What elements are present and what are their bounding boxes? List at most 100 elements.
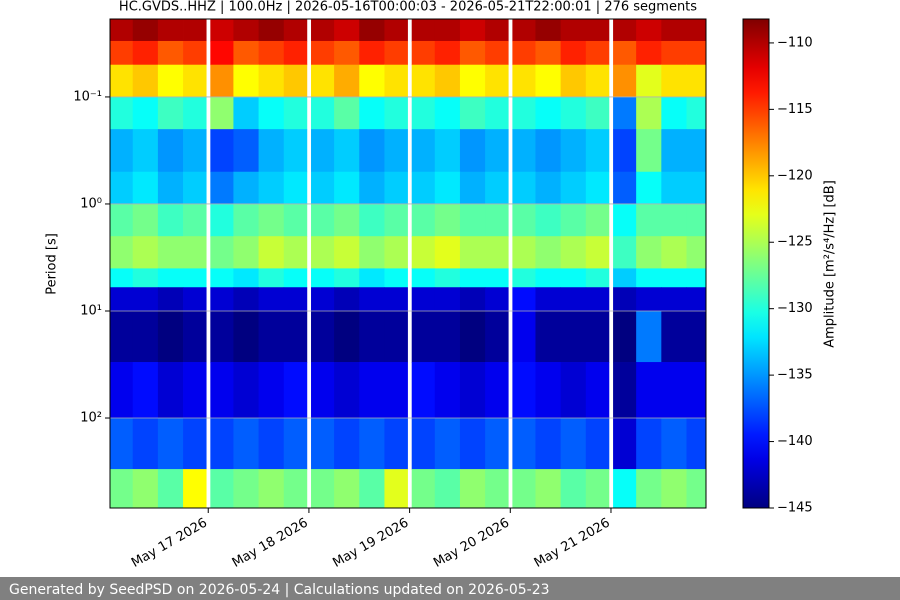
heatmap-cell (585, 310, 610, 363)
heatmap-cell (132, 129, 159, 173)
heatmap-cell (686, 203, 707, 237)
heatmap-cell (512, 236, 536, 269)
heatmap-cell (434, 469, 461, 509)
heatmap-cell (110, 40, 134, 66)
heatmap-cell (535, 19, 562, 42)
heatmap-cell (384, 19, 408, 42)
heatmap-cell (359, 310, 385, 363)
heatmap-cell (183, 418, 207, 470)
heatmap-cell (411, 129, 436, 173)
heatmap-cell (585, 362, 610, 419)
heatmap-cell (485, 203, 509, 237)
heatmap-cell (283, 469, 308, 509)
heatmap-cell (283, 418, 308, 470)
heatmap-cell (661, 287, 687, 312)
heatmap-cell (535, 40, 562, 66)
heatmap-cell (132, 203, 159, 237)
heatmap-cell (636, 287, 662, 312)
chart-title: HC.GVDS..HHZ | 100.0Hz | 2026-05-16T00:0… (119, 0, 697, 15)
heatmap-cell (110, 418, 134, 470)
heatmap-cell (613, 64, 637, 98)
heatmap-cell (233, 19, 259, 42)
heatmap-cell (485, 268, 509, 288)
heatmap-cell (585, 19, 610, 42)
heatmap-cell (359, 236, 385, 269)
heatmap-cell (613, 418, 637, 470)
heatmap-cell (560, 469, 587, 509)
heatmap-cell (110, 64, 134, 98)
heatmap-cell (233, 129, 259, 173)
heatmap-cell (183, 129, 207, 173)
heatmap-cell (512, 310, 536, 363)
heatmap-cell (512, 171, 536, 205)
heatmap-cell (283, 362, 308, 419)
heatmap-cell (359, 129, 385, 173)
heatmap-cell (258, 40, 285, 66)
heatmap-cell (661, 362, 687, 419)
heatmap-cell (661, 171, 687, 205)
heatmap-cell (434, 418, 461, 470)
heatmap-cell (485, 362, 509, 419)
heatmap-cell (311, 40, 335, 66)
heatmap-cell (334, 287, 360, 312)
heatmap-cell (233, 96, 259, 130)
heatmap-cell (661, 64, 687, 98)
heatmap-cell (585, 418, 610, 470)
heatmap-cell (485, 19, 509, 42)
heatmap-cell (334, 310, 360, 363)
heatmap-cell (535, 268, 562, 288)
heatmap-cell (132, 362, 159, 419)
heatmap-cell (661, 96, 687, 130)
heatmap-cell (411, 310, 436, 363)
heatmap-cell (613, 171, 637, 205)
heatmap-cell (283, 236, 308, 269)
heatmap-cell (258, 64, 285, 98)
colorbar-tick-label: −130 (777, 301, 813, 316)
heatmap-cell (384, 310, 408, 363)
heatmap-cell (132, 96, 159, 130)
heatmap-cell (258, 96, 285, 130)
heatmap-cell (560, 203, 587, 237)
heatmap-cell (110, 171, 134, 205)
heatmap-cell (110, 469, 134, 509)
heatmap-cell (613, 203, 637, 237)
heatmap-cell (661, 236, 687, 269)
heatmap-cell (157, 268, 184, 288)
heatmap-cell (359, 96, 385, 130)
heatmap-cell (258, 418, 285, 470)
heatmap-cell (210, 40, 234, 66)
heatmap-cell (311, 19, 335, 42)
heatmap-cell (110, 19, 134, 42)
heatmap-cell (686, 236, 707, 269)
heatmap-cell (157, 418, 184, 470)
heatmap-cell (636, 19, 662, 42)
heatmap-cell (485, 96, 509, 130)
heatmap-cell (613, 469, 637, 509)
heatmap-cell (613, 96, 637, 130)
heatmap-cell (233, 64, 259, 98)
heatmap-cell (560, 19, 587, 42)
heatmap-cell (661, 203, 687, 237)
heatmap-cell (585, 203, 610, 237)
heatmap-cell (210, 310, 234, 363)
heatmap-cell (661, 129, 687, 173)
heatmap-cell (183, 40, 207, 66)
heatmap-cell (434, 40, 461, 66)
heatmap-cell (233, 287, 259, 312)
heatmap-cell (459, 171, 486, 205)
heatmap-cell (560, 129, 587, 173)
heatmap-cell (485, 287, 509, 312)
heatmap-cell (183, 268, 207, 288)
heatmap-cell (512, 96, 536, 130)
heatmap-cell (613, 129, 637, 173)
heatmap-cell (434, 171, 461, 205)
heatmap-cell (535, 236, 562, 269)
heatmap-cell (359, 362, 385, 419)
heatmap-cell (132, 418, 159, 470)
heatmap-cell (258, 19, 285, 42)
heatmap-cell (157, 362, 184, 419)
heatmap-cell (636, 96, 662, 130)
heatmap-cell (585, 469, 610, 509)
heatmap-cell (384, 64, 408, 98)
heatmap-cell (311, 96, 335, 130)
